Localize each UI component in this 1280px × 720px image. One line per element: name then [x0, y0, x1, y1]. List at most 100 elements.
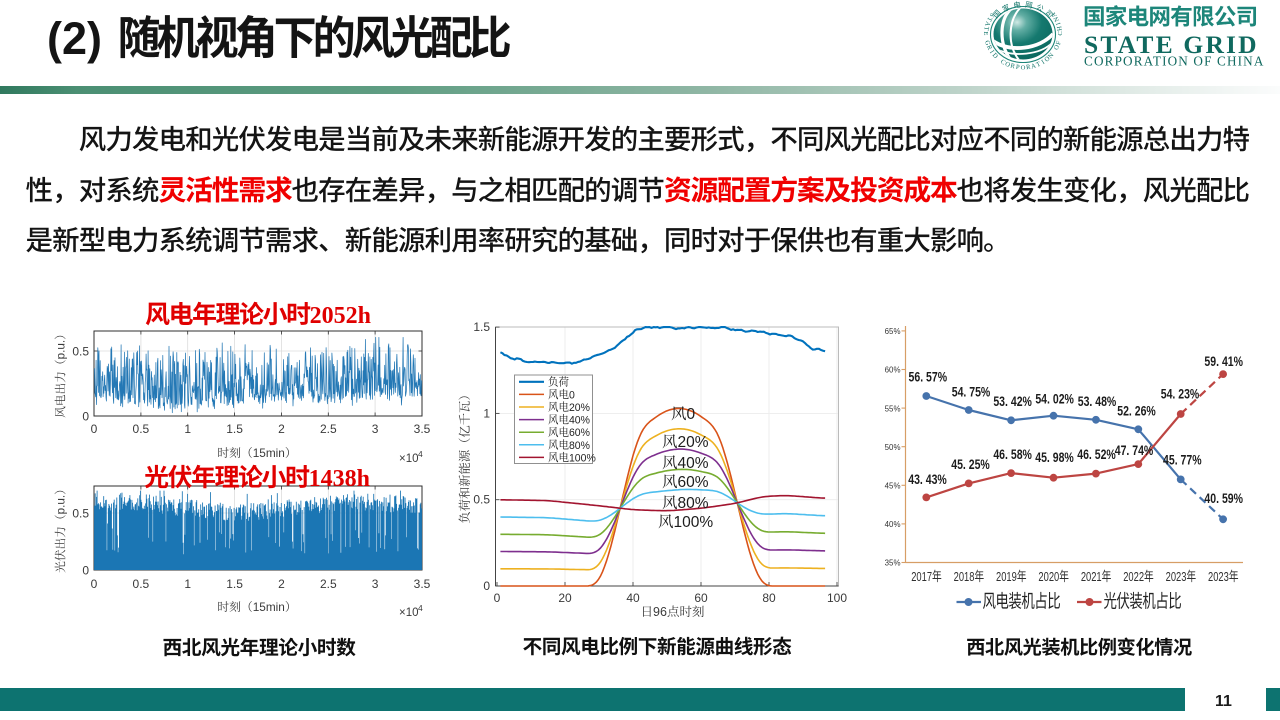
svg-text:60%: 60%	[678, 474, 709, 491]
svg-text:60: 60	[694, 591, 708, 605]
svg-text:I: I	[1055, 22, 1062, 26]
svg-text:0: 0	[494, 591, 501, 605]
svg-text:3: 3	[372, 422, 379, 436]
svg-text:1.5: 1.5	[226, 422, 243, 436]
svg-text:96: 96	[653, 605, 667, 619]
svg-text:H: H	[1056, 25, 1064, 31]
svg-text:I: I	[988, 49, 995, 55]
svg-text:54. 23%: 54. 23%	[1161, 386, 1200, 402]
svg-text:20%: 20%	[678, 434, 709, 451]
svg-text:2052h: 2052h	[310, 303, 371, 329]
svg-text:p.u.: p.u.	[55, 495, 68, 515]
svg-text:S: S	[988, 11, 996, 18]
svg-text:2021: 2021	[1081, 571, 1102, 585]
svg-text:2: 2	[278, 422, 285, 436]
svg-text:T: T	[1035, 61, 1042, 69]
svg-text:1.5: 1.5	[473, 320, 490, 334]
svg-text:54. 75%: 54. 75%	[952, 384, 991, 400]
svg-text:4: 4	[418, 449, 423, 459]
svg-text:80: 80	[762, 591, 776, 605]
svg-text:20: 20	[558, 591, 572, 605]
svg-text:46. 58%: 46. 58%	[993, 446, 1032, 462]
svg-text:E: E	[982, 31, 989, 35]
svg-text:1.5: 1.5	[226, 577, 243, 591]
svg-text:80%: 80%	[569, 439, 590, 451]
svg-text:A: A	[983, 20, 991, 27]
svg-text:100%: 100%	[569, 452, 596, 464]
svg-text:0: 0	[91, 577, 98, 591]
svg-text:40%: 40%	[569, 414, 590, 426]
svg-text:2.5: 2.5	[320, 422, 337, 436]
svg-text:1: 1	[184, 577, 191, 591]
svg-text:3.5: 3.5	[414, 422, 431, 436]
svg-text:0.5: 0.5	[72, 507, 89, 521]
svg-text:G: G	[983, 40, 991, 47]
svg-text:2.5: 2.5	[320, 577, 337, 591]
svg-text:53. 42%: 53. 42%	[993, 393, 1032, 409]
svg-text:53. 48%: 53. 48%	[1078, 393, 1117, 409]
svg-text:R: R	[1009, 62, 1016, 70]
svg-text:1: 1	[483, 406, 490, 420]
svg-text:A: A	[1050, 11, 1059, 19]
svg-text:100%: 100%	[674, 514, 714, 531]
svg-text:A: A	[1030, 62, 1037, 70]
svg-text:D: D	[991, 52, 1000, 60]
svg-text:P: P	[1015, 64, 1020, 71]
svg-text:15min: 15min	[253, 600, 285, 614]
svg-text:40%: 40%	[885, 520, 901, 529]
svg-text:40%: 40%	[678, 455, 709, 472]
svg-text:C: C	[999, 58, 1007, 67]
svg-text:O: O	[1021, 64, 1026, 71]
svg-text:R: R	[1026, 64, 1032, 72]
svg-text:0: 0	[483, 579, 490, 593]
svg-text:0.5: 0.5	[133, 577, 150, 591]
svg-text:0: 0	[569, 389, 575, 401]
svg-text:O: O	[1043, 55, 1051, 64]
svg-text:46. 52%: 46. 52%	[1077, 446, 1116, 462]
svg-text:×10: ×10	[399, 607, 419, 619]
svg-text:×10: ×10	[399, 453, 419, 465]
svg-text:60%: 60%	[569, 427, 590, 439]
svg-text:65%: 65%	[885, 327, 901, 336]
svg-text:43. 43%: 43. 43%	[908, 471, 947, 487]
svg-text:N: N	[1053, 15, 1061, 22]
svg-text:2018: 2018	[954, 571, 975, 585]
svg-text:R: R	[985, 44, 993, 51]
svg-text:0: 0	[82, 410, 89, 424]
svg-text:59. 41%: 59. 41%	[1204, 353, 1243, 369]
svg-text:40: 40	[626, 591, 640, 605]
svg-text:45. 25%: 45. 25%	[951, 456, 990, 472]
svg-text:4: 4	[418, 603, 423, 613]
svg-text:20%: 20%	[569, 402, 590, 414]
svg-text:CORPORATION OF CHINA: CORPORATION OF CHINA	[1084, 54, 1265, 69]
svg-text:100: 100	[827, 591, 847, 605]
svg-text:0: 0	[82, 564, 89, 578]
svg-text:35%: 35%	[885, 558, 901, 567]
svg-text:0: 0	[687, 406, 696, 423]
svg-text:52. 26%: 52. 26%	[1117, 403, 1156, 419]
svg-text:3.5: 3.5	[414, 577, 431, 591]
svg-text:0.5: 0.5	[133, 422, 150, 436]
svg-text:0: 0	[91, 422, 98, 436]
svg-text:15min: 15min	[253, 446, 285, 460]
svg-text:50%: 50%	[885, 443, 901, 452]
svg-text:p.u.: p.u.	[55, 340, 68, 360]
svg-text:2017: 2017	[911, 571, 932, 585]
svg-text:0.5: 0.5	[72, 345, 89, 359]
svg-text:2020: 2020	[1038, 571, 1059, 585]
svg-text:1: 1	[184, 422, 191, 436]
svg-text:56. 57%: 56. 57%	[909, 369, 948, 385]
svg-text:I: I	[1040, 59, 1046, 66]
svg-text:O: O	[1053, 44, 1061, 51]
svg-text:2022: 2022	[1123, 571, 1144, 585]
svg-text:2: 2	[278, 577, 285, 591]
svg-text:1438h: 1438h	[309, 466, 370, 492]
svg-text:F: F	[1055, 40, 1063, 46]
svg-text:T: T	[982, 26, 989, 31]
svg-text:2023: 2023	[1208, 571, 1229, 585]
svg-text:STATE GRID: STATE GRID	[1084, 30, 1259, 59]
svg-text:N: N	[1047, 52, 1056, 60]
svg-text:(2): (2)	[47, 13, 102, 64]
svg-text:3: 3	[372, 577, 379, 591]
svg-text:40. 59%: 40. 59%	[1204, 490, 1243, 506]
